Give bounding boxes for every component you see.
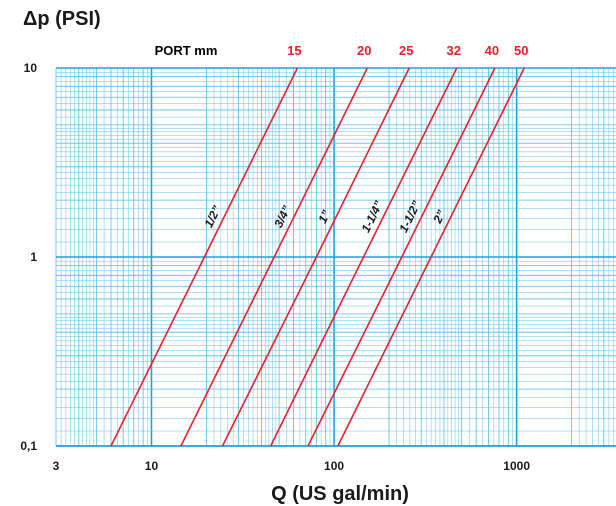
x-tick-label: 1000 bbox=[503, 459, 530, 473]
size-label-20: 3/4” bbox=[271, 203, 294, 230]
tick-labels: 3 10 100 1000 0,1 1 10 bbox=[20, 61, 530, 473]
size-label-25: 1” bbox=[315, 208, 333, 226]
series-line-20 bbox=[180, 67, 369, 447]
port-header: PORT mm bbox=[155, 43, 218, 58]
port-label-15: 15 bbox=[287, 43, 301, 58]
x-axis-title: Q (US gal/min) bbox=[271, 483, 409, 505]
port-label-20: 20 bbox=[357, 43, 371, 58]
series-lines bbox=[110, 67, 525, 447]
port-label-40: 40 bbox=[485, 43, 499, 58]
port-label-32: 32 bbox=[447, 43, 461, 58]
port-label-50: 50 bbox=[514, 43, 528, 58]
series-line-25 bbox=[221, 67, 410, 447]
series-line-32 bbox=[269, 67, 458, 447]
series-line-15 bbox=[110, 67, 299, 447]
y-tick-label: 10 bbox=[24, 61, 38, 75]
y-tick-label: 1 bbox=[30, 250, 37, 264]
series-line-40 bbox=[307, 67, 496, 447]
port-label-25: 25 bbox=[399, 43, 413, 58]
y-tick-label: 0,1 bbox=[20, 439, 37, 453]
port-labels: 15 20 25 32 40 50 bbox=[287, 43, 528, 58]
series-line-50 bbox=[337, 67, 525, 447]
x-tick-label: 10 bbox=[145, 459, 159, 473]
x-tick-label: 100 bbox=[324, 459, 344, 473]
y-axis-title: Δp (PSI) bbox=[23, 8, 101, 30]
x-tick-label: 3 bbox=[53, 459, 60, 473]
size-label-50: 2” bbox=[430, 208, 449, 226]
grid bbox=[55, 67, 616, 447]
